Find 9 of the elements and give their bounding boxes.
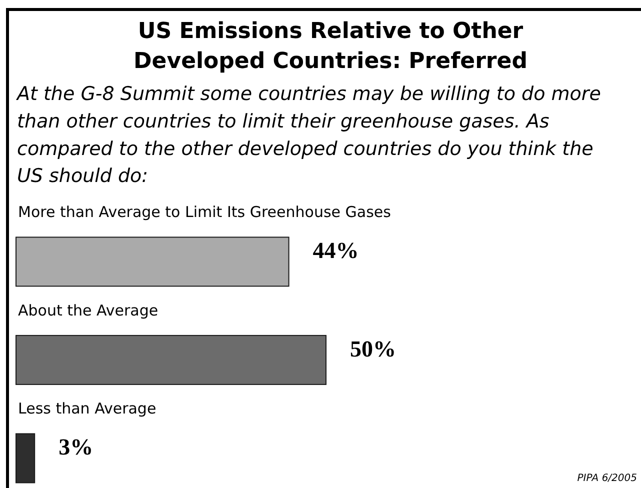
data-label: 3%: [58, 434, 94, 460]
y-tick-label: Less than Average: [18, 400, 156, 418]
y-tick-label: More than Average to Limit Its Greenhouse Gases: [18, 203, 392, 222]
y-tick-label: About the Average: [18, 301, 158, 320]
chart-title: US Emissions Relative to Other Developed Countries: Preferred: [134, 19, 528, 74]
chart-subtitle: At the G-8 Summit some countries may be willing to do more than other countries to limit their greenhouse gases. As compared to the other developed countries do you think the US should do:: [15, 83, 601, 188]
data-label: 44%: [312, 238, 359, 263]
data-label: 50%: [350, 336, 396, 361]
text: PIPA 6/2005: [577, 473, 637, 484]
